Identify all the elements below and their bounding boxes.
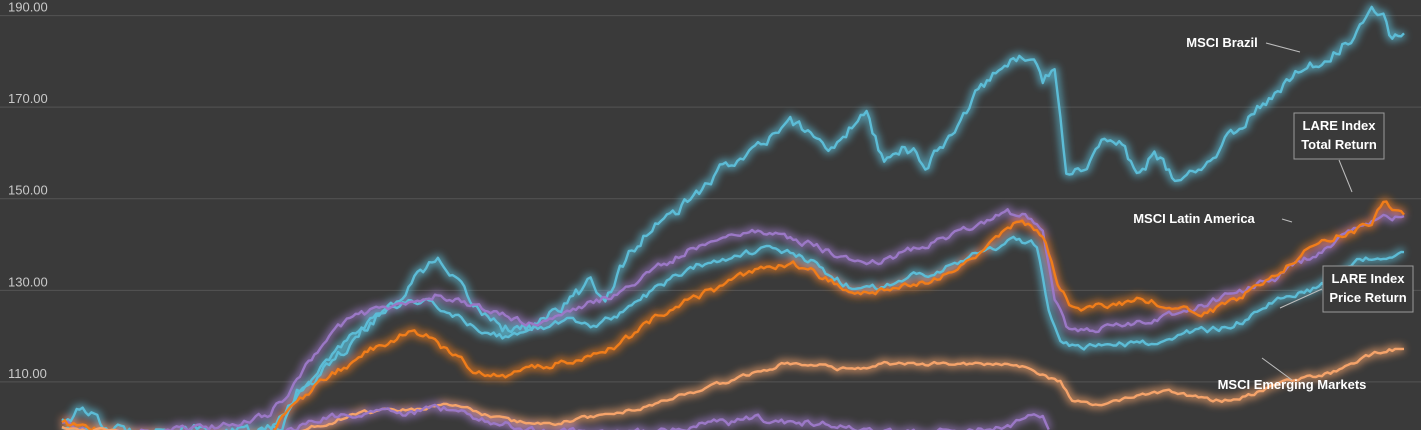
annotation-label: Price Return <box>1329 290 1406 305</box>
annotation-leader <box>1282 219 1292 222</box>
y-axis-ticks: 110.00 130.00 150.00 170.00 190.00 <box>8 0 48 381</box>
y-tick-label: 110.00 <box>8 366 47 381</box>
y-tick-label: 150.00 <box>8 183 48 198</box>
annotation-brazil: MSCI Brazil <box>1186 35 1300 52</box>
annotation-label: LARE Index <box>1332 271 1406 286</box>
y-tick-label: 170.00 <box>8 91 48 106</box>
y-tick-label: 130.00 <box>8 274 48 289</box>
annotation-leader <box>1266 43 1300 52</box>
annotation-leader <box>1339 160 1352 192</box>
annotation-lare-total: LARE Index Total Return <box>1294 113 1384 192</box>
annotation-latin-america: MSCI Latin America <box>1133 211 1292 226</box>
annotation-label: MSCI Latin America <box>1133 211 1255 226</box>
annotation-label: Total Return <box>1301 137 1377 152</box>
y-tick-label: 190.00 <box>8 0 48 15</box>
annotation-label: LARE Index <box>1303 118 1377 133</box>
series-line-lare-index-price-return <box>62 237 1404 430</box>
series-glow-lare-index-price-return <box>62 237 1404 430</box>
annotation-label: MSCI Emerging Markets <box>1218 377 1367 392</box>
series-line-purple_lower <box>268 405 1049 430</box>
annotation-label: MSCI Brazil <box>1186 35 1258 50</box>
